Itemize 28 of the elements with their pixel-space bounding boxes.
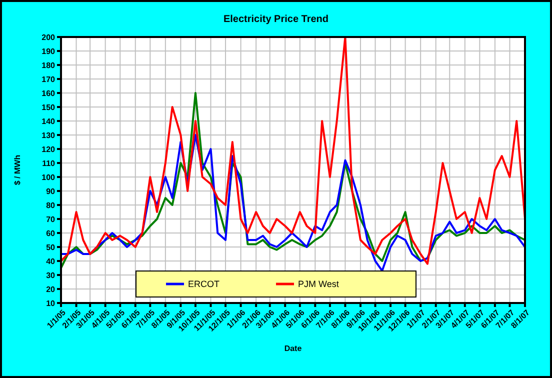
y-tick-label: 90 — [46, 186, 56, 196]
y-tick-label: 60 — [46, 228, 56, 238]
y-tick-label: 100 — [42, 172, 56, 182]
y-tick-label: 80 — [46, 200, 56, 210]
y-tick-label: 10 — [46, 298, 56, 308]
x-axis-title: Date — [284, 344, 302, 353]
legend-label: ERCOT — [188, 279, 220, 290]
line-series — [60, 36, 526, 265]
y-tick-label: 20 — [46, 284, 56, 294]
y-tick-label: 140 — [42, 116, 56, 126]
y-tick-label: 180 — [42, 60, 56, 70]
chart-title: Electricity Price Trend — [223, 14, 329, 25]
legend-label: PJM West — [298, 279, 340, 290]
y-tick-label: 200 — [42, 32, 56, 42]
y-tick-label: 50 — [46, 242, 56, 252]
line-series — [60, 134, 526, 272]
y-tick-label: 30 — [46, 270, 56, 280]
y-tick-label: 160 — [42, 88, 56, 98]
y-tick-label: 110 — [42, 158, 56, 168]
y-tick-label: 190 — [42, 46, 56, 56]
y-tick-label: 170 — [42, 74, 56, 84]
y-tick-label: 150 — [42, 102, 56, 112]
y-tick-label: 130 — [42, 130, 56, 140]
y-tick-label: 70 — [46, 214, 56, 224]
y-tick-label: 40 — [46, 256, 56, 266]
y-axis-title: $ / MWh — [13, 154, 22, 186]
line-series — [60, 92, 526, 269]
y-tick-label: 120 — [42, 144, 56, 154]
